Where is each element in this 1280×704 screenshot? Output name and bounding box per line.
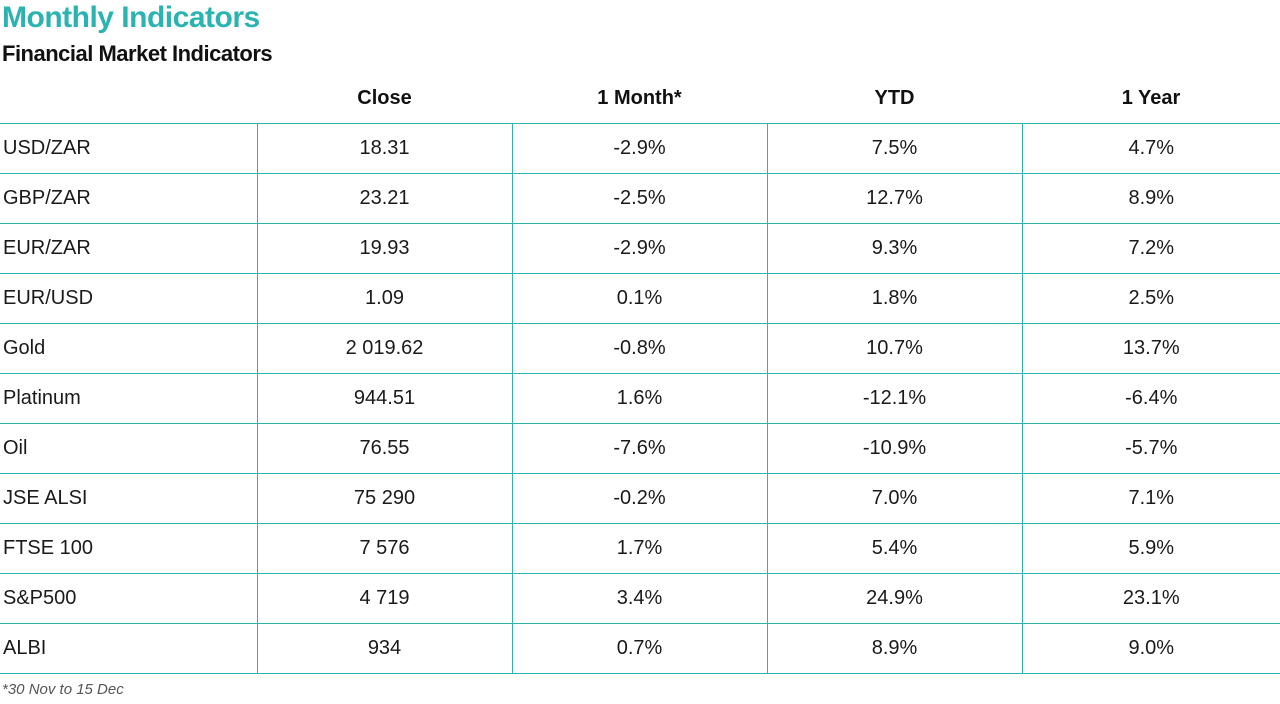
one-year-value: 13.7% <box>1021 323 1280 374</box>
close-value: 75 290 <box>256 473 512 524</box>
row-label: ALBI <box>0 623 257 674</box>
close-value: 7 576 <box>256 523 512 574</box>
row-label: EUR/USD <box>0 273 257 324</box>
row-label: JSE ALSI <box>0 473 257 524</box>
one-year-value: 8.9% <box>1021 173 1280 224</box>
footnote: *30 Nov to 15 Dec <box>2 681 124 698</box>
one-year-value: 23.1% <box>1021 573 1280 624</box>
ytd-value: 8.9% <box>766 623 1022 674</box>
one-month-value: 3.4% <box>511 573 767 624</box>
one-month-value: -2.9% <box>511 123 767 174</box>
one-month-value: -0.2% <box>511 473 767 524</box>
close-value: 19.93 <box>256 223 512 274</box>
one-year-value: 2.5% <box>1021 273 1280 324</box>
one-month-value: 1.6% <box>511 373 767 424</box>
close-value: 934 <box>256 623 512 674</box>
close-value: 18.31 <box>256 123 512 174</box>
row-label: EUR/ZAR <box>0 223 257 274</box>
ytd-value: 10.7% <box>766 323 1022 374</box>
close-value: 944.51 <box>256 373 512 424</box>
table-row: EUR/ZAR 19.93 -2.9% 9.3% 7.2% <box>0 223 1280 274</box>
one-month-value: -2.9% <box>511 223 767 274</box>
one-month-value: 0.7% <box>511 623 767 674</box>
one-year-value: 7.2% <box>1021 223 1280 274</box>
table-body: USD/ZAR 18.31 -2.9% 7.5% 4.7% GBP/ZAR 23.21 -2.… <box>0 123 1280 674</box>
row-label: GBP/ZAR <box>0 173 257 224</box>
close-value: 76.55 <box>256 423 512 474</box>
one-month-value: -7.6% <box>511 423 767 474</box>
row-label: Platinum <box>0 373 257 424</box>
one-year-value: -5.7% <box>1021 423 1280 474</box>
table-row: GBP/ZAR 23.21 -2.5% 12.7% 8.9% <box>0 173 1280 224</box>
one-year-value: 4.7% <box>1021 123 1280 174</box>
column-header-1-month: 1 Month* <box>512 73 767 124</box>
close-value: 1.09 <box>256 273 512 324</box>
one-month-value: 1.7% <box>511 523 767 574</box>
ytd-value: 5.4% <box>766 523 1022 574</box>
row-label: Gold <box>0 323 257 374</box>
row-label: FTSE 100 <box>0 523 257 574</box>
ytd-value: 12.7% <box>766 173 1022 224</box>
column-header-close: Close <box>257 73 512 124</box>
ytd-value: 9.3% <box>766 223 1022 274</box>
close-value: 2 019.62 <box>256 323 512 374</box>
one-year-value: 9.0% <box>1021 623 1280 674</box>
table-row: S&P500 4 719 3.4% 24.9% 23.1% <box>0 573 1280 624</box>
close-value: 4 719 <box>256 573 512 624</box>
row-label: USD/ZAR <box>0 123 257 174</box>
one-year-value: -6.4% <box>1021 373 1280 424</box>
table-row: Oil 76.55 -7.6% -10.9% -5.7% <box>0 423 1280 474</box>
table-row: JSE ALSI 75 290 -0.2% 7.0% 7.1% <box>0 473 1280 524</box>
table-row: Platinum 944.51 1.6% -12.1% -6.4% <box>0 373 1280 424</box>
ytd-value: -12.1% <box>766 373 1022 424</box>
one-month-value: -0.8% <box>511 323 767 374</box>
ytd-value: 7.0% <box>766 473 1022 524</box>
table-row: Gold 2 019.62 -0.8% 10.7% 13.7% <box>0 323 1280 374</box>
table-row: USD/ZAR 18.31 -2.9% 7.5% 4.7% <box>0 123 1280 174</box>
ytd-value: -10.9% <box>766 423 1022 474</box>
table-header-row: Close 1 Month* YTD 1 Year <box>0 73 1280 124</box>
one-year-value: 5.9% <box>1021 523 1280 574</box>
one-month-value: 0.1% <box>511 273 767 324</box>
page-subtitle: Financial Market Indicators <box>2 41 273 66</box>
close-value: 23.21 <box>256 173 512 224</box>
table-row: EUR/USD 1.09 0.1% 1.8% 2.5% <box>0 273 1280 324</box>
indicators-table: Close 1 Month* YTD 1 Year USD/ZAR 18.31 -2… <box>0 73 1280 674</box>
page-title: Monthly Indicators <box>2 1 260 34</box>
one-month-value: -2.5% <box>511 173 767 224</box>
table-row: FTSE 100 7 576 1.7% 5.4% 5.9% <box>0 523 1280 574</box>
column-header-label <box>0 73 257 124</box>
column-header-1-year: 1 Year <box>1022 73 1280 124</box>
one-year-value: 7.1% <box>1021 473 1280 524</box>
ytd-value: 24.9% <box>766 573 1022 624</box>
table-row: ALBI 934 0.7% 8.9% 9.0% <box>0 623 1280 674</box>
ytd-value: 7.5% <box>766 123 1022 174</box>
row-label: S&P500 <box>0 573 257 624</box>
row-label: Oil <box>0 423 257 474</box>
ytd-value: 1.8% <box>766 273 1022 324</box>
column-header-ytd: YTD <box>767 73 1022 124</box>
